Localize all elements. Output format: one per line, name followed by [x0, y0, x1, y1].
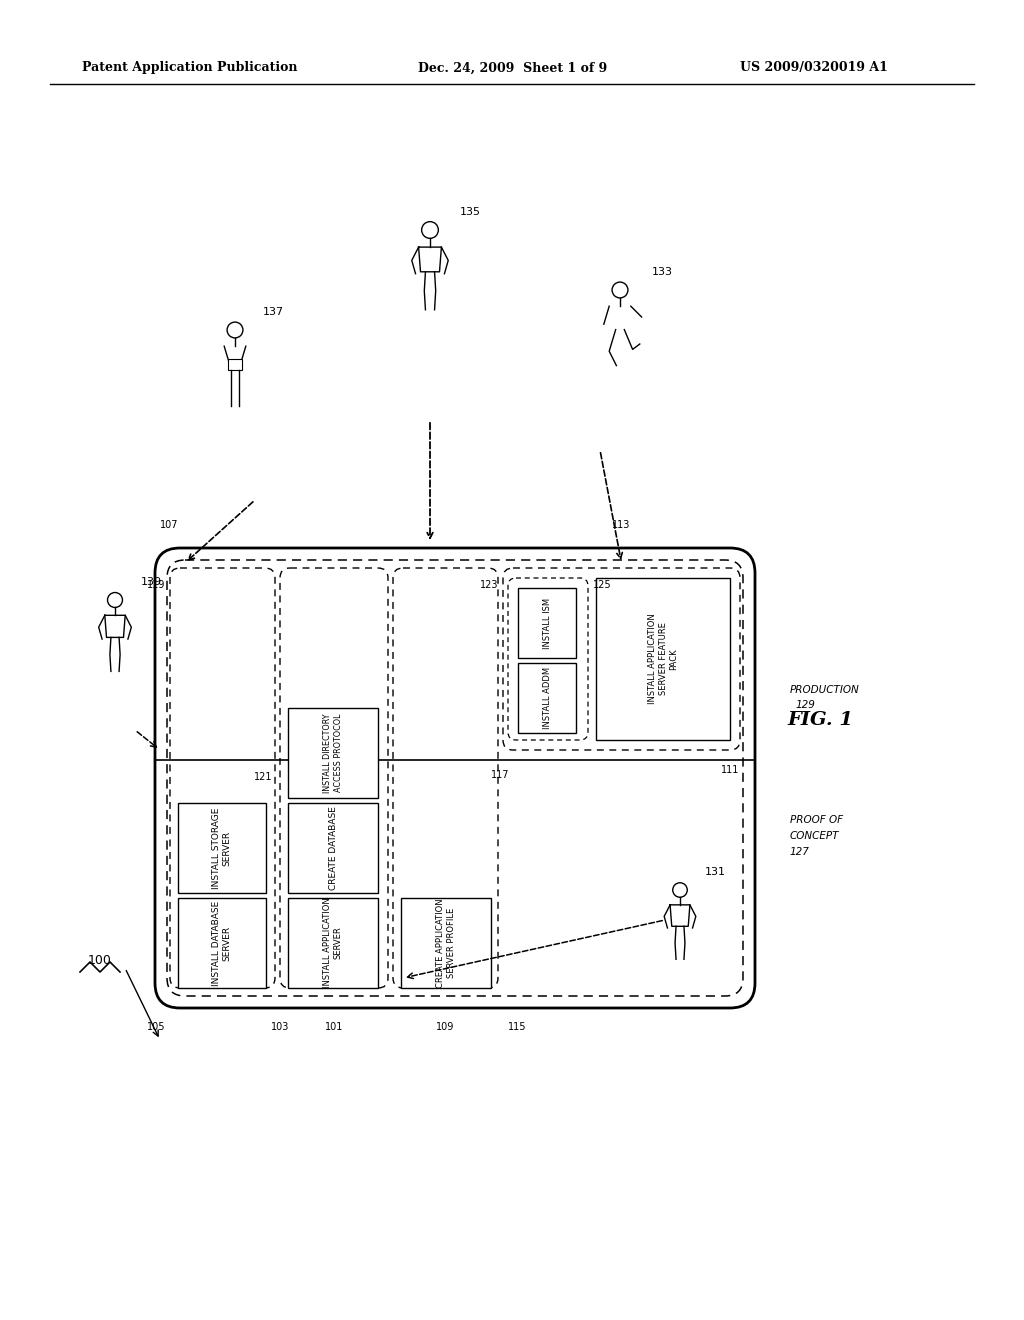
Text: 107: 107 — [160, 520, 178, 531]
Text: 131: 131 — [705, 867, 725, 876]
Text: 117: 117 — [490, 770, 509, 780]
Bar — [518, 587, 575, 657]
Text: 135: 135 — [460, 207, 480, 216]
Text: 133: 133 — [651, 267, 673, 277]
Bar — [401, 898, 490, 987]
Text: 129: 129 — [795, 700, 815, 710]
Text: INSTALL ADDM: INSTALL ADDM — [543, 667, 552, 729]
Text: 100: 100 — [88, 953, 112, 966]
Bar — [288, 898, 378, 987]
Text: 109: 109 — [436, 1022, 455, 1032]
Text: Dec. 24, 2009  Sheet 1 of 9: Dec. 24, 2009 Sheet 1 of 9 — [418, 62, 607, 74]
Bar — [596, 578, 730, 741]
Text: INSTALL APPLICATION
SERVER: INSTALL APPLICATION SERVER — [324, 898, 343, 989]
Text: 119: 119 — [146, 579, 165, 590]
Text: FIG. 1: FIG. 1 — [787, 711, 853, 729]
Text: 121: 121 — [254, 772, 272, 781]
Text: CREATE APPLICATION
SERVER PROFILE: CREATE APPLICATION SERVER PROFILE — [436, 898, 456, 987]
Text: PRODUCTION: PRODUCTION — [790, 685, 860, 696]
Bar — [178, 898, 266, 987]
Text: CONCEPT: CONCEPT — [790, 832, 840, 841]
Bar — [288, 803, 378, 894]
Text: 139: 139 — [140, 577, 162, 587]
Text: 101: 101 — [325, 1022, 343, 1032]
FancyBboxPatch shape — [155, 548, 755, 1008]
Text: CREATE DATABASE: CREATE DATABASE — [329, 807, 338, 890]
Text: 123: 123 — [479, 579, 498, 590]
Text: 115: 115 — [508, 1022, 526, 1032]
Bar — [518, 663, 575, 733]
Bar — [178, 803, 266, 894]
Text: 105: 105 — [146, 1022, 165, 1032]
Text: 127: 127 — [790, 847, 810, 857]
Text: INSTALL DATABASE
SERVER: INSTALL DATABASE SERVER — [212, 900, 231, 986]
Text: Patent Application Publication: Patent Application Publication — [82, 62, 298, 74]
Text: 103: 103 — [270, 1022, 289, 1032]
Bar — [288, 708, 378, 799]
Text: 113: 113 — [612, 520, 631, 531]
Bar — [227, 359, 243, 370]
Text: PROOF OF: PROOF OF — [790, 814, 843, 825]
Text: INSTALL STORAGE
SERVER: INSTALL STORAGE SERVER — [212, 808, 231, 888]
Text: US 2009/0320019 A1: US 2009/0320019 A1 — [740, 62, 888, 74]
Text: INSTALL APPLICATION
SERVER FEATURE
PACK: INSTALL APPLICATION SERVER FEATURE PACK — [648, 614, 678, 705]
Text: 137: 137 — [262, 308, 284, 317]
Text: INSTALL ISM: INSTALL ISM — [543, 598, 552, 648]
Text: 111: 111 — [721, 766, 739, 775]
Text: INSTALL DIRECTORY
ACCESS PROTOCOL: INSTALL DIRECTORY ACCESS PROTOCOL — [324, 713, 343, 793]
Text: 125: 125 — [593, 579, 611, 590]
